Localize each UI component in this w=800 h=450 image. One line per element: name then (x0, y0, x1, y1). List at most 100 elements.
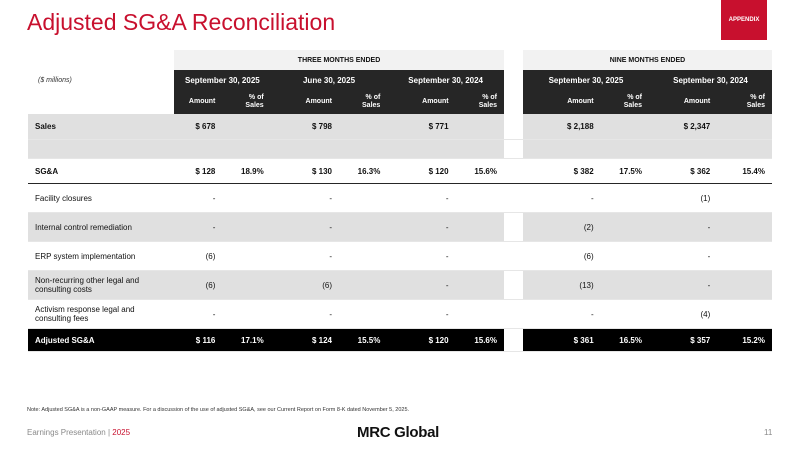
amount-cell: - (648, 241, 718, 271)
amount-cell: (6) (174, 270, 223, 300)
row-label (28, 139, 175, 159)
table-row (28, 139, 772, 159)
amount-cell: $ 361 (522, 328, 601, 352)
amount-header: Amount (270, 90, 339, 114)
footer-year: 2025 (112, 428, 131, 437)
amount-cell: $ 116 (174, 328, 223, 352)
pct-sales-cell (338, 183, 388, 213)
table-row: Non-recurring other legal and consulting… (28, 270, 772, 300)
pct-sales-cell: 16.3% (338, 158, 388, 184)
row-label: Facility closures (28, 183, 175, 213)
row-label: SG&A (28, 158, 175, 184)
amount-cell: (6) (522, 241, 601, 271)
footer-label: Earnings Presentation | 2025 (27, 428, 131, 437)
amount-cell: $ 771 (387, 114, 456, 140)
pct-sales-cell (600, 212, 649, 242)
amount-cell: $ 130 (270, 158, 339, 184)
pct-sales-cell (600, 270, 649, 300)
pct-sales-cell (222, 114, 271, 140)
pct-sales-cell (455, 212, 504, 242)
pct-sales-cell (455, 139, 504, 159)
table-row: Activism response legal and consulting f… (28, 299, 772, 329)
amount-header: Amount (648, 90, 718, 114)
pct-sales-cell (222, 212, 271, 242)
pct-sales-cell (600, 183, 649, 213)
pct-sales-cell (338, 299, 388, 329)
column-gap (504, 158, 523, 184)
amount-cell: $ 357 (648, 328, 718, 352)
row-label: Internal control remediation (28, 212, 175, 242)
amount-cell: $ 124 (270, 328, 339, 352)
pct-sales-cell: 15.6% (455, 328, 504, 352)
amount-cell: $ 128 (174, 158, 223, 184)
amount-cell: (6) (174, 241, 223, 271)
pct-sales-cell (455, 299, 504, 329)
amount-cell: - (387, 299, 456, 329)
date-ytd-2025: September 30, 2025 (522, 70, 649, 90)
pct-sales-cell: 18.9% (222, 158, 271, 184)
pct-sales-cell: 15.2% (717, 328, 772, 352)
amount-cell: - (270, 241, 339, 271)
pct-sales-header: % of Sales (222, 90, 271, 114)
table-row: ERP system implementation (6) - - (6) - (28, 241, 772, 271)
pct-sales-cell (600, 114, 649, 140)
row-label: Adjusted SG&A (28, 328, 175, 352)
row-label: ERP system implementation (28, 241, 175, 271)
column-gap (504, 241, 523, 271)
pct-sales-cell: 15.6% (455, 158, 504, 184)
amount-cell: - (270, 183, 339, 213)
pct-sales-header: % of Sales (455, 90, 504, 114)
pct-sales-cell: 15.4% (717, 158, 772, 184)
pct-sales-cell (338, 114, 388, 140)
pct-sales-cell: 17.5% (600, 158, 649, 184)
amount-cell: (2) (522, 212, 601, 242)
amount-cell (174, 139, 223, 159)
amount-cell: $ 382 (522, 158, 601, 184)
footnote: Note: Adjusted SG&A is a non-GAAP measur… (27, 407, 410, 413)
pct-sales-cell (338, 139, 388, 159)
amount-cell: $ 2,347 (648, 114, 718, 140)
pct-sales-cell (338, 241, 388, 271)
amount-cell: - (387, 183, 456, 213)
column-gap (504, 212, 523, 242)
column-subheader-row: Amount % of Sales Amount % of Sales Amount… (28, 90, 772, 114)
amount-cell: - (174, 299, 223, 329)
amount-header: Amount (387, 90, 456, 114)
pct-sales-cell (338, 212, 388, 242)
pct-sales-cell (600, 139, 649, 159)
company-logo: MRC Global (357, 424, 439, 441)
date-ytd-2024: September 30, 2024 (648, 70, 772, 90)
pct-sales-cell (455, 114, 504, 140)
amount-cell: - (522, 299, 601, 329)
pct-sales-cell (717, 139, 772, 159)
column-gap (504, 183, 523, 213)
pct-sales-cell (717, 114, 772, 140)
page-title: Adjusted SG&A Reconciliation (27, 9, 336, 35)
amount-cell: - (174, 183, 223, 213)
period-three-months: THREE MONTHS ENDED (174, 50, 504, 70)
row-label: Sales (28, 114, 175, 140)
column-gap (504, 328, 523, 352)
pct-sales-cell (222, 299, 271, 329)
appendix-badge: APPENDIX (721, 0, 767, 40)
amount-cell: - (387, 212, 456, 242)
pct-sales-cell (717, 299, 772, 329)
date-q3-2025: September 30, 2025 (174, 70, 271, 90)
amount-cell: $ 2,188 (522, 114, 601, 140)
amount-cell: $ 362 (648, 158, 718, 184)
table-row: Sales $ 678 $ 798 $ 771 $ 2,188 $ 2,347 (28, 114, 772, 140)
amount-cell: - (270, 299, 339, 329)
amount-cell: - (270, 212, 339, 242)
date-q3-2024: September 30, 2024 (387, 70, 504, 90)
period-nine-months: NINE MONTHS ENDED (522, 50, 772, 70)
column-gap (504, 114, 523, 140)
amount-cell: (13) (522, 270, 601, 300)
pct-sales-cell: 16.5% (600, 328, 649, 352)
pct-sales-cell (717, 241, 772, 271)
column-gap (504, 139, 523, 159)
reconciliation-table: THREE MONTHS ENDED NINE MONTHS ENDED ($ … (28, 50, 772, 352)
units-label: ($ millions) (28, 70, 175, 90)
amount-cell: - (387, 270, 456, 300)
pct-sales-cell (600, 299, 649, 329)
amount-cell: - (648, 212, 718, 242)
